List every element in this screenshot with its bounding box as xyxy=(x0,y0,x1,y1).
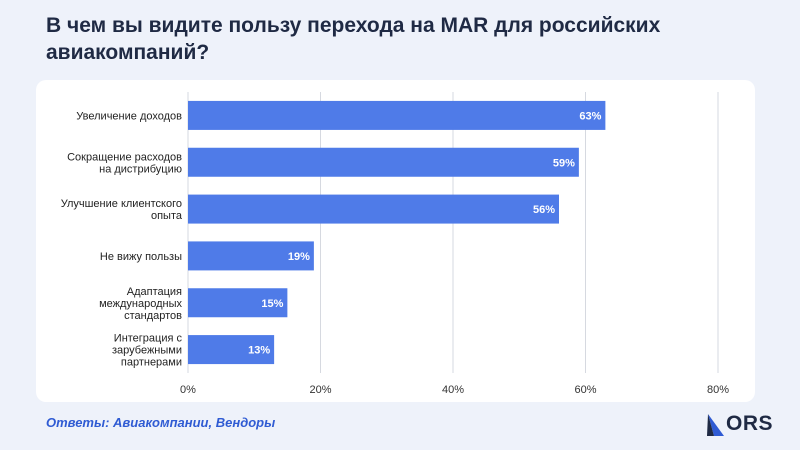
category-label-line: Увеличение доходов xyxy=(76,110,182,122)
bar xyxy=(188,100,606,130)
bar xyxy=(188,335,275,365)
x-tick-label: 80% xyxy=(707,384,729,396)
ors-logo: ORS xyxy=(706,410,773,438)
respondents-note: Ответы: Авиакомпании, Вендоры xyxy=(46,415,276,430)
bar xyxy=(188,194,559,224)
bar xyxy=(188,241,314,271)
logo-text: ORS xyxy=(726,412,774,435)
category-label-line: Не вижу пользы xyxy=(100,251,182,263)
category-label-line: Интеграция с xyxy=(114,333,183,345)
category-label-line: опыта xyxy=(151,210,183,222)
x-tick-label: 20% xyxy=(309,384,331,396)
category-label: Улучшение клиентского опыта xyxy=(61,198,183,222)
category-label: Сокращение расходов на дистрибуцию xyxy=(67,151,182,175)
x-tick-label: 60% xyxy=(574,384,596,396)
bar-value-label: 59% xyxy=(553,157,575,169)
category-label: Увеличение доходов xyxy=(76,110,182,122)
category-label-line: Улучшение клиентского xyxy=(61,198,182,210)
category-label: Не вижу пользы xyxy=(100,251,182,263)
bar-value-label: 15% xyxy=(261,298,283,310)
category-label: Адаптация международных стандартов xyxy=(99,286,182,322)
bar-value-label: 13% xyxy=(248,345,270,357)
category-label-line: на дистрибуцию xyxy=(99,163,182,175)
x-tick-label: 0% xyxy=(180,384,196,396)
x-tick-label: 40% xyxy=(442,384,464,396)
chart-card: 0% 20% 40% 60% 80% 63% Увеличение доходов 59% Со… xyxy=(36,80,755,402)
page-title: В чем вы видите пользу перехода на MAR д… xyxy=(46,14,661,64)
bar-value-label: 63% xyxy=(579,110,601,122)
bar xyxy=(188,288,288,318)
bar-value-label: 19% xyxy=(288,251,310,263)
category-label-line: партнерами xyxy=(121,357,182,369)
category-label-line: стандартов xyxy=(124,310,182,322)
bar-chart: 0% 20% 40% 60% 80% 63% Увеличение доходов 59% Со… xyxy=(61,92,729,396)
bar xyxy=(188,147,579,177)
bar-value-label: 56% xyxy=(533,204,555,216)
wing-icon xyxy=(707,414,724,436)
category-label-line: международных xyxy=(99,298,182,310)
category-label-line: зарубежными xyxy=(112,345,182,357)
category-label: Интеграция с зарубежными партнерами xyxy=(112,333,182,369)
category-label-line: Адаптация xyxy=(127,286,182,298)
category-label-line: Сокращение расходов xyxy=(67,151,182,163)
